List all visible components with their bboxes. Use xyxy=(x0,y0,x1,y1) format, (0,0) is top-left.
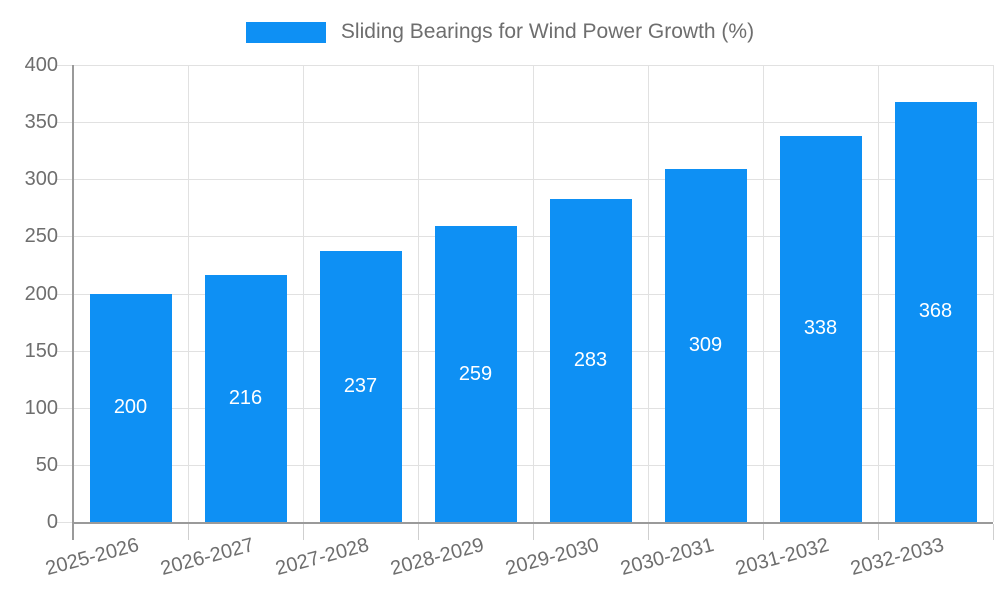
x-axis-tick-mark xyxy=(418,524,419,540)
y-axis-tick-label: 250 xyxy=(24,225,58,248)
y-axis-line xyxy=(72,65,74,540)
y-axis-tick-label: 100 xyxy=(24,396,58,419)
bar-2025-2026[interactable]: 200 xyxy=(89,293,172,522)
gridline-vertical xyxy=(303,65,304,522)
gridline-horizontal xyxy=(57,65,993,66)
legend-swatch[interactable] xyxy=(245,21,326,43)
x-axis-tick-label: 2025-2026 xyxy=(43,534,142,581)
gridline-vertical xyxy=(188,65,189,522)
x-axis-tick-mark xyxy=(188,524,189,540)
y-axis-tick-label: 400 xyxy=(24,54,58,76)
gridline-horizontal xyxy=(57,236,993,238)
y-axis-tick-label: 0 xyxy=(46,511,58,533)
y-axis-tick-label: 150 xyxy=(24,339,58,362)
gridline-vertical xyxy=(418,65,419,522)
bar-2032-2033[interactable]: 368 xyxy=(894,101,977,522)
bar-value-label: 368 xyxy=(918,300,953,323)
gridline-horizontal xyxy=(57,122,993,124)
gridline-horizontal xyxy=(57,464,993,466)
gridline-horizontal xyxy=(57,179,993,181)
bar-value-label: 259 xyxy=(458,362,493,385)
x-axis-tick-label: 2028-2029 xyxy=(388,534,487,581)
x-axis-tick-label: 2031-2032 xyxy=(733,534,832,581)
x-axis-tick-label: 2030-2031 xyxy=(618,534,717,581)
bar-2029-2030[interactable]: 283 xyxy=(549,198,632,522)
x-axis-tick-label: 2029-2030 xyxy=(503,534,602,581)
gridline-horizontal xyxy=(57,350,993,352)
x-axis-tick-label: 2026-2027 xyxy=(158,534,257,581)
y-axis-tick-label: 300 xyxy=(24,168,58,191)
bar-value-label: 216 xyxy=(228,387,263,410)
bar-value-label: 338 xyxy=(803,317,838,340)
y-axis-tick-label: 50 xyxy=(35,453,58,476)
gridline-horizontal xyxy=(57,407,993,409)
gridline-vertical xyxy=(763,65,764,522)
y-axis-tick-label: 200 xyxy=(24,282,58,305)
x-axis-tick-mark xyxy=(303,524,304,540)
x-axis-tick-mark xyxy=(878,524,879,540)
x-axis-tick-label: 2027-2028 xyxy=(273,534,372,581)
legend-label[interactable]: Sliding Bearings for Wind Power Growth (… xyxy=(340,20,755,43)
x-axis-tick-mark xyxy=(533,524,534,540)
bar-value-label: 283 xyxy=(573,348,608,371)
bar-2026-2027[interactable]: 216 xyxy=(204,275,287,522)
bar-2027-2028[interactable]: 237 xyxy=(319,251,402,522)
gridline-vertical xyxy=(533,65,534,522)
gridline-horizontal xyxy=(57,293,993,295)
x-axis-tick-mark xyxy=(648,524,649,540)
chart-legend: Sliding Bearings for Wind Power Growth (… xyxy=(0,20,1000,44)
bar-value-label: 200 xyxy=(113,396,148,419)
bar-2031-2032[interactable]: 338 xyxy=(779,135,862,522)
gridline-vertical xyxy=(993,65,994,522)
x-axis-tick-mark xyxy=(763,524,764,540)
bar-2030-2031[interactable]: 309 xyxy=(664,168,747,522)
bar-value-label: 237 xyxy=(343,375,378,398)
bar-value-label: 309 xyxy=(688,333,723,356)
gridline-vertical xyxy=(648,65,649,522)
x-axis-tick-label: 2032-2033 xyxy=(848,534,947,581)
gridline-vertical xyxy=(878,65,879,522)
x-axis-line xyxy=(72,522,993,524)
bar-2028-2029[interactable]: 259 xyxy=(434,226,517,522)
x-axis-tick-mark xyxy=(993,524,994,540)
y-axis-tick-label: 350 xyxy=(24,111,58,134)
